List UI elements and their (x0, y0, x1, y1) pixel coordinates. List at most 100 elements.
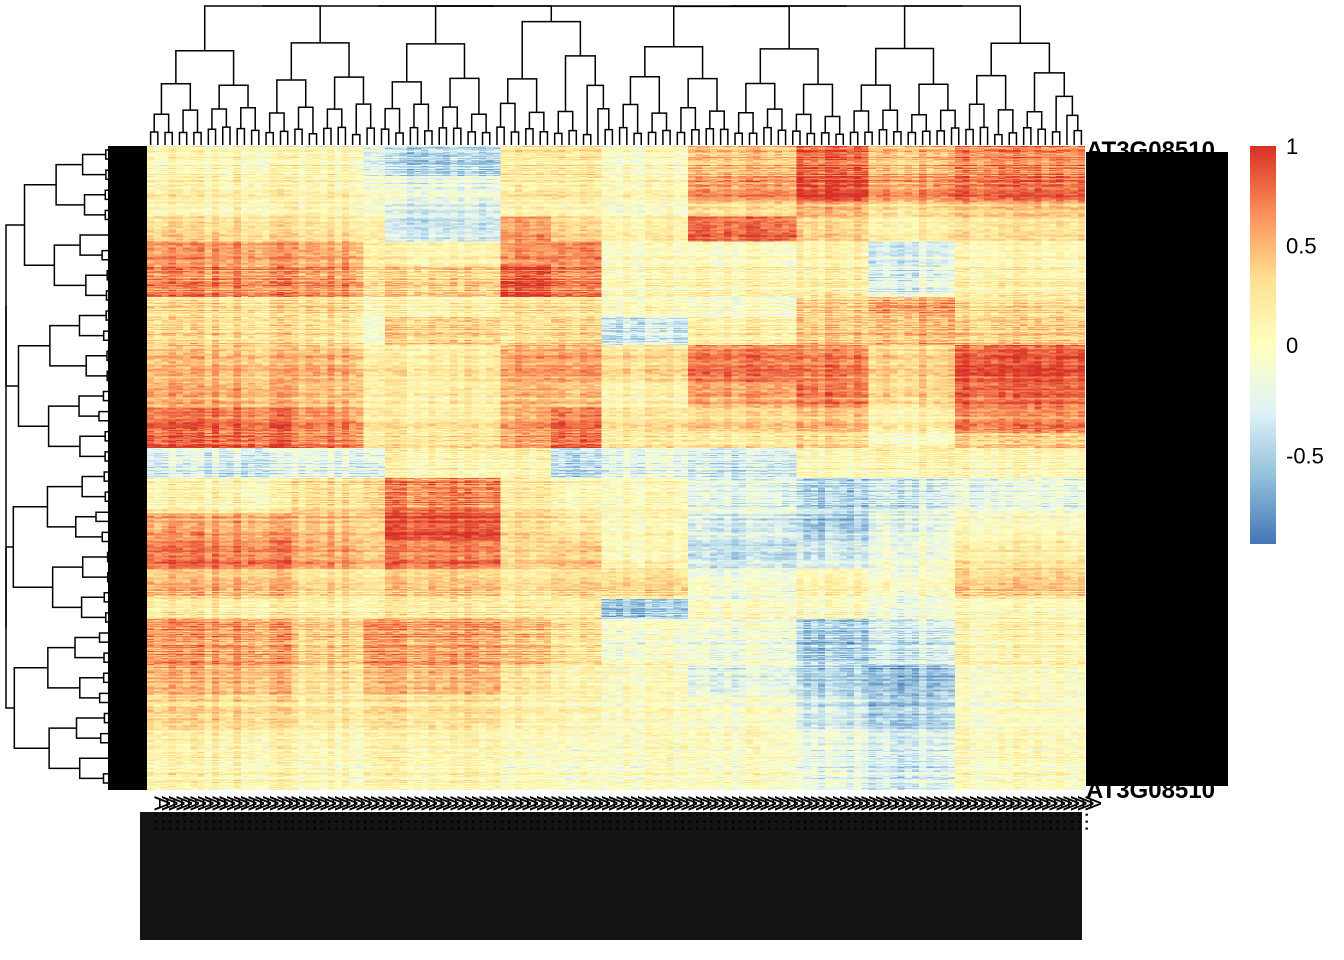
column-dendrogram-branch (175, 50, 235, 86)
column-dendrogram-branch (853, 110, 870, 133)
row-dendrogram-branch (51, 566, 83, 609)
column-label: A… (1080, 796, 1105, 833)
column-dendrogram-branch (647, 131, 657, 145)
column-dendrogram-branch (878, 129, 888, 145)
column-dendrogram-branch (882, 109, 899, 132)
column-dendrogram-branch (864, 131, 873, 145)
column-dendrogram-branch (294, 128, 303, 145)
column-dendrogram-branch (564, 55, 597, 112)
column-dendrogram-branch (763, 126, 772, 145)
column-dendrogram-branch (525, 128, 534, 145)
column-dendrogram-branch (250, 129, 260, 145)
column-dendrogram-branch (709, 110, 725, 130)
column-dendrogram-branch (434, 5, 553, 44)
column-dendrogram-branch (979, 126, 989, 145)
column-dendrogram-branch (164, 131, 174, 145)
column-dendrogram-branch (748, 132, 758, 145)
column-dendrogram-branch (539, 131, 549, 145)
column-dendrogram-branch (499, 102, 516, 133)
column-dendrogram-branch (766, 108, 783, 131)
row-dendrogram-branch (48, 727, 80, 770)
color-legend-bar (1250, 146, 1276, 544)
right-row-labels: AT3G08510 AT3G08510 (1086, 137, 1228, 804)
row-dendrogram-branch (23, 183, 57, 266)
row-dendrogram-branch (83, 194, 106, 216)
column-dendrogram-branch (644, 46, 704, 79)
column-dendrogram-branch (950, 127, 960, 145)
column-dendrogram-branch (734, 132, 744, 145)
legend-tick-label: 0 (1286, 333, 1298, 358)
row-dendrogram-branch (79, 435, 106, 458)
row-label-stack (108, 146, 147, 790)
legend-tick-label: 0.5 (1286, 234, 1317, 259)
column-dendrogram-branch (745, 82, 776, 113)
column-dendrogram-branch (676, 131, 686, 145)
column-dendrogram-branch (672, 5, 790, 49)
column-dendrogram-branch (586, 84, 605, 135)
column-dendrogram-branch (806, 132, 816, 145)
column-dendrogram-branch (705, 128, 715, 145)
column-dendrogram-branch (413, 103, 430, 131)
column-dendrogram-branch (687, 77, 718, 112)
column-dendrogram-branch (860, 84, 891, 112)
column-dendrogram-branch (337, 126, 347, 145)
column-dendrogram-branch (651, 112, 668, 133)
column-dendrogram-branch (936, 130, 946, 145)
heatmap-body (147, 146, 1085, 790)
row-dendrogram-branch (85, 355, 108, 377)
column-dendrogram-branch (203, 5, 321, 51)
row-dendrogram-branch (46, 485, 83, 528)
row-dendrogram-branch (81, 475, 106, 498)
column-dendrogram-branch (553, 132, 563, 145)
column-dendrogram-branch (795, 113, 812, 134)
legend-tick-label: 1 (1286, 134, 1298, 159)
row-dendrogram-branch (75, 516, 103, 538)
row-dendrogram-branch (5, 546, 15, 709)
column-dendrogram-branch (604, 128, 614, 145)
row-dendrogram-branch (53, 244, 86, 287)
column-dendrogram-branch (182, 109, 199, 133)
row-dendrogram-branch (13, 666, 50, 749)
row-dendrogram-branch (81, 556, 108, 578)
row-label-top: AT3G08510 (1086, 137, 1215, 164)
row-dendrogram-branch (47, 646, 80, 689)
column-dendrogram-branch (835, 133, 845, 145)
column-labels-overlap (140, 812, 1082, 940)
column-dendrogram-branch (218, 84, 249, 109)
column-dendrogram-branch (824, 115, 841, 135)
column-dendrogram-branch (467, 131, 477, 145)
column-dendrogram-branch (507, 78, 538, 113)
column-dendrogram-branch (521, 20, 582, 79)
column-dendrogram-branch (1066, 114, 1079, 145)
column-dendrogram-branch (1008, 132, 1018, 145)
column-dendrogram-branch (597, 107, 610, 145)
column-dendrogram-branch (265, 131, 275, 145)
column-dendrogram-branch (149, 131, 159, 145)
column-dendrogram-branch (820, 132, 830, 145)
column-dendrogram-branch (1022, 127, 1032, 145)
column-dendrogram-branch (622, 103, 639, 134)
column-dendrogram (149, 5, 1083, 145)
legend-tick-label: -0.5 (1286, 444, 1324, 469)
column-dendrogram-branch (691, 129, 700, 145)
column-dendrogram-branch (395, 132, 404, 145)
column-dendrogram-branch (380, 128, 390, 145)
row-dendrogram-branch (81, 153, 106, 176)
column-dendrogram-branch (236, 127, 246, 145)
column-dendrogram-branch (308, 133, 318, 145)
column-dendrogram-branch (290, 42, 350, 81)
column-dendrogram-branch (582, 133, 592, 145)
column-dendrogram-branch (442, 106, 459, 129)
column-dendrogram-branch (1073, 129, 1083, 145)
column-dendrogram-branch (1026, 110, 1043, 130)
column-dendrogram-branch (968, 103, 985, 130)
row-leaf-overlap (108, 146, 147, 790)
column-dendrogram-branch (424, 130, 433, 145)
column-dendrogram-branch (633, 132, 643, 145)
column-dendrogram-branch (510, 131, 520, 145)
row-labels-overlap (1086, 152, 1228, 786)
column-dendrogram-branch (449, 77, 480, 115)
column-dendrogram-branch (1051, 131, 1061, 145)
row-dendrogram-branch (47, 405, 80, 448)
column-dendrogram-branch (366, 127, 376, 145)
